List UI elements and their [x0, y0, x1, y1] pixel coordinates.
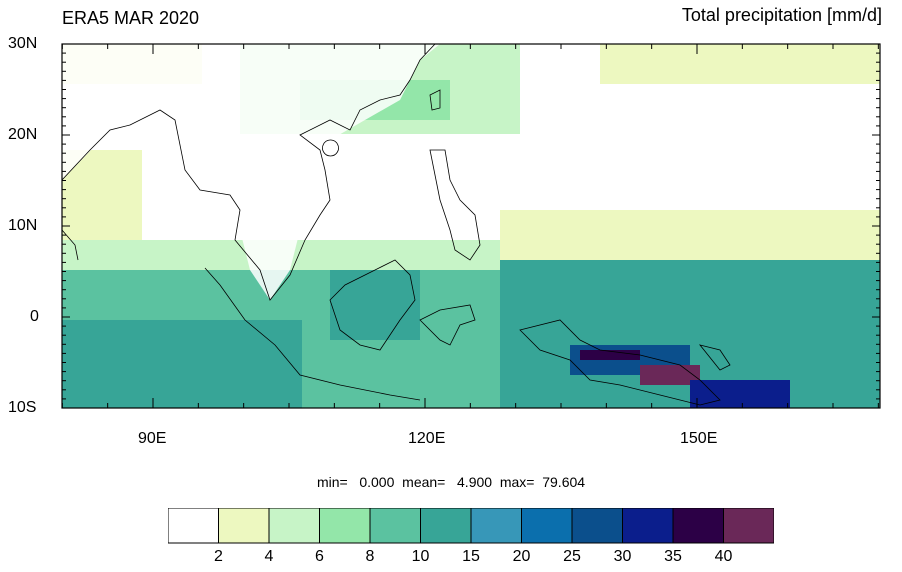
colorbar-swatch: [218, 508, 270, 544]
colorbar-swatch: [470, 508, 522, 544]
lat-label-10n: 10N: [8, 217, 38, 234]
lon-label-90e: 90E: [138, 430, 167, 447]
colorbar-label: 20: [512, 548, 531, 565]
colorbar-label: 15: [462, 548, 480, 565]
colorbar-swatch: [420, 508, 472, 544]
lat-label-30n: 30N: [8, 35, 38, 52]
colorbar-swatch: [369, 508, 421, 544]
precip-field: [62, 44, 880, 408]
colorbar-label: 2: [214, 548, 223, 565]
colorbar: [168, 508, 774, 544]
colorbar-label: 6: [315, 548, 324, 565]
stats-line: min= 0.000 mean= 4.900 max= 79.604: [316, 474, 586, 490]
precipitation-map: [61, 43, 881, 409]
colorbar-label: 10: [411, 548, 430, 565]
axis-ticks: [61, 43, 880, 409]
colorbar-swatch: [622, 508, 674, 544]
colorbar-label: 30: [613, 548, 632, 565]
colorbar-swatch: [319, 508, 371, 544]
lon-label-150e: 150E: [680, 430, 718, 447]
colorbar-swatch: [723, 508, 774, 544]
colorbar-swatch: [672, 508, 724, 544]
colorbar-label: 25: [563, 548, 581, 565]
lon-label-120e: 120E: [408, 430, 446, 447]
lat-label-10s: 10S: [8, 399, 37, 416]
colorbar-label: 8: [365, 548, 375, 565]
plot-title: ERA5 MAR 2020: [62, 8, 200, 28]
variable-title: Total precipitation [mm/d]: [681, 5, 882, 25]
colorbar-swatch: [168, 508, 219, 544]
colorbar-swatch: [571, 508, 623, 544]
lat-label-0: 0: [30, 308, 39, 325]
colorbar-swatch: [268, 508, 320, 544]
colorbar-label: 35: [664, 548, 682, 565]
colorbar-label: 40: [714, 548, 733, 565]
colorbar-label: 4: [264, 548, 274, 565]
colorbar-swatch: [521, 508, 573, 544]
lat-label-20n: 20N: [8, 126, 38, 143]
coastlines: [62, 44, 731, 406]
